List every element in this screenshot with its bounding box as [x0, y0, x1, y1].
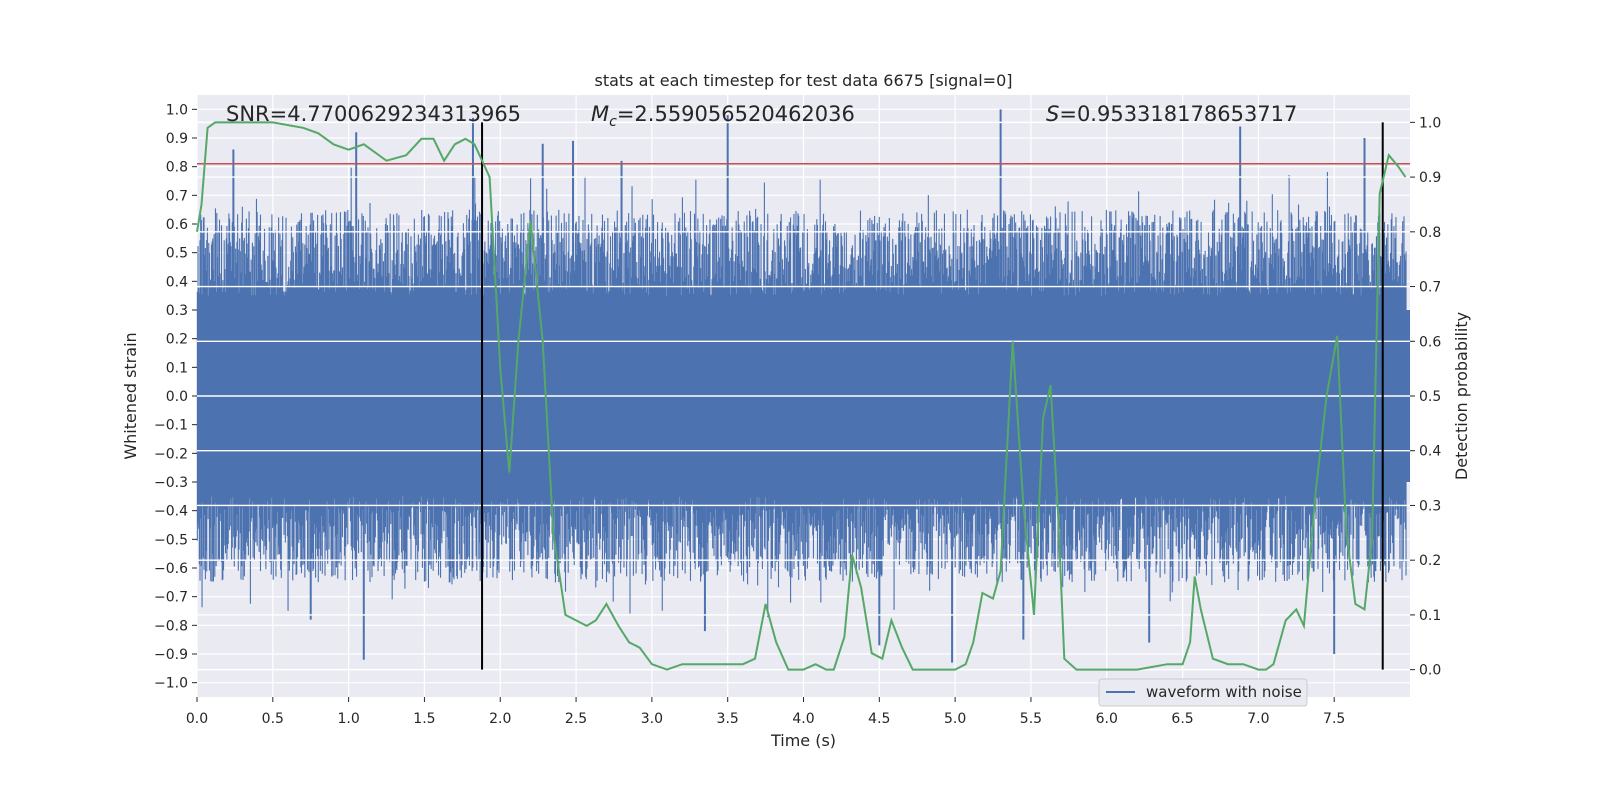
y-tick-label: −0.4 — [154, 504, 188, 520]
axis-ticks: 0.0 0.5 1.0 1.5 2.0 2.5 3.0 3.5 4.0 4.5 5.0 5.5 6.0 6… — [154, 102, 1441, 727]
y2-tick-label: 0.7 — [1419, 280, 1441, 296]
y-tick-label: 0.0 — [166, 389, 188, 405]
y-tick-label: 0.2 — [166, 332, 188, 348]
y2-tick-label: 0.2 — [1419, 553, 1441, 569]
chart-title: stats at each timestep for test data 667… — [594, 71, 1012, 90]
x-tick-label: 3.5 — [717, 711, 739, 727]
x-tick-label: 4.0 — [792, 711, 814, 727]
y-tick-label: −1.0 — [154, 676, 188, 692]
detection-probability-line — [196, 121, 1407, 671]
y-tick-label: 0.7 — [166, 188, 188, 204]
y2-tick-label: 0.3 — [1419, 498, 1441, 514]
y-tick-label: −0.5 — [154, 532, 188, 548]
x-tick-label: 5.0 — [944, 711, 966, 727]
x-tick-label: 6.0 — [1096, 711, 1118, 727]
y-tick-label: −0.7 — [154, 590, 188, 606]
y2-tick-label: 0.6 — [1419, 334, 1441, 350]
y2-tick-label: 0.9 — [1419, 170, 1441, 186]
y2-tick-label: 0.8 — [1419, 225, 1441, 241]
x-tick-label: 4.5 — [868, 711, 890, 727]
chirp-mass-symbol: M — [591, 102, 609, 126]
y-tick-label: −0.3 — [154, 475, 188, 491]
s-value: =0.953318178653717 — [1059, 102, 1297, 126]
x-tick-label: 5.5 — [1020, 711, 1042, 727]
y-tick-label: −0.9 — [154, 647, 188, 663]
y-tick-label: 1.0 — [166, 102, 188, 118]
x-tick-label: 6.5 — [1171, 711, 1193, 727]
x-tick-label: 2.0 — [489, 711, 511, 727]
s-symbol: S — [1046, 102, 1059, 126]
x-tick-label: 3.0 — [641, 711, 663, 727]
y2-tick-label: 0.1 — [1419, 608, 1441, 624]
legend: waveform with noise — [1098, 678, 1308, 707]
x-tick-label: 7.5 — [1323, 711, 1345, 727]
legend-box — [1098, 678, 1308, 707]
s-annotation: S=0.953318178653717 — [1046, 102, 1297, 126]
y-tick-label: −0.8 — [154, 618, 188, 634]
y2-axis-label: Detection probability — [1452, 312, 1471, 480]
y-tick-label: 0.8 — [166, 160, 188, 176]
y-tick-label: 0.5 — [166, 246, 188, 262]
chirp-mass-subscript: c — [609, 114, 617, 130]
x-tick-label: 1.5 — [413, 711, 435, 727]
chirp-mass-value: =2.559056520462036 — [617, 102, 855, 126]
snr-annotation: SNR=4.7700629234313965 — [226, 102, 521, 126]
y-tick-label: −0.6 — [154, 561, 188, 577]
y-tick-label: −0.1 — [154, 418, 188, 434]
x-tick-label: 0.5 — [262, 711, 284, 727]
y2-tick-label: 0.5 — [1419, 389, 1441, 405]
y-tick-label: 0.3 — [166, 303, 188, 319]
x-tick-label: 7.0 — [1247, 711, 1269, 727]
y-tick-label: 0.9 — [166, 131, 188, 147]
y-axis-label: Whitened strain — [121, 332, 140, 459]
vertical-markers — [481, 122, 1384, 670]
x-tick-label: 1.0 — [337, 711, 359, 727]
y2-tick-label: 1.0 — [1419, 115, 1441, 131]
y-tick-label: 0.6 — [166, 217, 188, 233]
x-axis-label: Time (s) — [770, 731, 836, 750]
y2-tick-label: 0.0 — [1419, 663, 1441, 679]
chirp-mass-annotation: Mc=2.559056520462036 — [591, 102, 855, 130]
x-tick-label: 2.5 — [565, 711, 587, 727]
y-tick-label: 0.1 — [166, 360, 188, 376]
y-tick-label: −0.2 — [154, 446, 188, 462]
y-tick-label: 0.4 — [166, 274, 188, 290]
x-tick-label: 0.0 — [186, 711, 208, 727]
y2-tick-label: 0.4 — [1419, 444, 1441, 460]
legend-label-waveform: waveform with noise — [1146, 683, 1302, 701]
